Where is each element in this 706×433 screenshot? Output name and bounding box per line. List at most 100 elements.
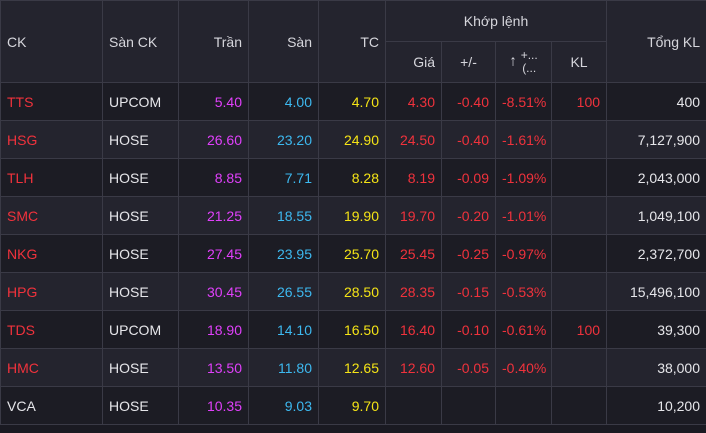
- ceiling-price-cell: 30.45: [178, 272, 249, 311]
- table-row[interactable]: VCA HOSE 10.35 9.03 9.70 10,200: [0, 386, 706, 425]
- table-row[interactable]: SMC HOSE 21.25 18.55 19.90 19.70 -0.20 -1.01% 1,…: [0, 196, 706, 235]
- total-volume-cell: 38,000: [606, 348, 706, 387]
- match-volume-cell: 100: [550, 82, 608, 121]
- exchange-cell: UPCOM: [102, 82, 179, 121]
- ref-price-cell: 8.28: [318, 158, 386, 197]
- header-ref[interactable]: TC: [318, 0, 386, 83]
- header-floor[interactable]: Sàn: [248, 0, 319, 83]
- exchange-cell: HOSE: [102, 348, 179, 387]
- floor-price-cell: 18.55: [248, 196, 319, 235]
- symbol-cell[interactable]: SMC: [0, 196, 103, 235]
- ref-price-cell: 19.90: [318, 196, 386, 235]
- exchange-cell: HOSE: [102, 120, 179, 159]
- header-ck[interactable]: CK: [0, 0, 103, 83]
- match-volume-cell: 100: [550, 310, 608, 349]
- ref-price-cell: 28.50: [318, 272, 386, 311]
- table-row[interactable]: TTS UPCOM 5.40 4.00 4.70 4.30 -0.40 -8.51% 100 40…: [0, 82, 706, 121]
- match-price-cell: 12.60: [385, 348, 442, 387]
- percent-change-cell: -0.61%: [495, 310, 552, 349]
- table-body: TTS UPCOM 5.40 4.00 4.70 4.30 -0.40 -8.51% 100 40…: [0, 82, 706, 425]
- symbol-cell[interactable]: HMC: [0, 348, 103, 387]
- percent-change-cell: -0.97%: [495, 234, 552, 273]
- header-ceiling[interactable]: Trần: [178, 0, 249, 83]
- match-volume-cell: [550, 196, 608, 235]
- symbol-cell[interactable]: TLH: [0, 158, 103, 197]
- match-volume-cell: [550, 272, 608, 311]
- arrow-up-icon: ↑: [509, 52, 517, 70]
- match-volume-cell: [550, 234, 608, 273]
- ref-price-cell: 9.70: [318, 386, 386, 425]
- header-exchange[interactable]: Sàn CK: [102, 0, 179, 83]
- percent-change-cell: -1.01%: [495, 196, 552, 235]
- symbol-cell[interactable]: HSG: [0, 120, 103, 159]
- table-row[interactable]: TDS UPCOM 18.90 14.10 16.50 16.40 -0.10 -0.61% 1…: [0, 310, 706, 349]
- table-row[interactable]: HSG HOSE 26.60 23.20 24.90 24.50 -0.40 -1.61% 7,…: [0, 120, 706, 159]
- total-volume-cell: 1,049,100: [606, 196, 706, 235]
- change-cell: -0.09: [441, 158, 496, 197]
- header-price[interactable]: Giá: [385, 41, 442, 83]
- match-volume-cell: [550, 386, 608, 425]
- percent-change-cell: -1.61%: [495, 120, 552, 159]
- ceiling-price-cell: 26.60: [178, 120, 249, 159]
- match-volume-cell: [550, 158, 608, 197]
- exchange-cell: HOSE: [102, 272, 179, 311]
- total-volume-cell: 2,372,700: [606, 234, 706, 273]
- match-volume-cell: [550, 348, 608, 387]
- total-volume-cell: 7,127,900: [606, 120, 706, 159]
- total-volume-cell: 10,200: [606, 386, 706, 425]
- floor-price-cell: 23.95: [248, 234, 319, 273]
- ceiling-price-cell: 10.35: [178, 386, 249, 425]
- table-row[interactable]: TLH HOSE 8.85 7.71 8.28 8.19 -0.09 -1.09% 2,043,…: [0, 158, 706, 197]
- exchange-cell: UPCOM: [102, 310, 179, 349]
- floor-price-cell: 9.03: [248, 386, 319, 425]
- header-total-volume[interactable]: Tổng KL: [606, 0, 706, 83]
- floor-price-cell: 4.00: [248, 82, 319, 121]
- ceiling-price-cell: 5.40: [178, 82, 249, 121]
- table-header: CK Sàn CK Trần Sàn TC Khớp lệnh Tổng KL …: [0, 0, 706, 83]
- total-volume-cell: 15,496,100: [606, 272, 706, 311]
- ceiling-price-cell: 18.90: [178, 310, 249, 349]
- header-change[interactable]: +/-: [441, 41, 496, 83]
- change-cell: -0.25: [441, 234, 496, 273]
- table-row[interactable]: HPG HOSE 30.45 26.55 28.50 28.35 -0.15 -0.53% 15…: [0, 272, 706, 311]
- percent-change-cell: [495, 386, 552, 425]
- table-row[interactable]: HMC HOSE 13.50 11.80 12.65 12.60 -0.05 -0.40% 38…: [0, 348, 706, 387]
- exchange-cell: HOSE: [102, 234, 179, 273]
- symbol-cell[interactable]: TDS: [0, 310, 103, 349]
- total-volume-cell: 39,300: [606, 310, 706, 349]
- floor-price-cell: 23.20: [248, 120, 319, 159]
- match-price-cell: 19.70: [385, 196, 442, 235]
- table-row[interactable]: NKG HOSE 27.45 23.95 25.70 25.45 -0.25 -0.97% 2,…: [0, 234, 706, 273]
- change-cell: -0.20: [441, 196, 496, 235]
- change-cell: -0.15: [441, 272, 496, 311]
- symbol-cell[interactable]: NKG: [0, 234, 103, 273]
- percent-change-cell: -8.51%: [495, 82, 552, 121]
- ceiling-price-cell: 27.45: [178, 234, 249, 273]
- change-cell: -0.10: [441, 310, 496, 349]
- header-match-group: Khớp lệnh: [384, 0, 608, 42]
- match-volume-cell: [550, 120, 608, 159]
- floor-price-cell: 26.55: [248, 272, 319, 311]
- match-price-cell: 16.40: [385, 310, 442, 349]
- exchange-cell: HOSE: [102, 158, 179, 197]
- ref-price-cell: 4.70: [318, 82, 386, 121]
- ceiling-price-cell: 8.85: [178, 158, 249, 197]
- symbol-cell[interactable]: TTS: [0, 82, 103, 121]
- ref-price-cell: 16.50: [318, 310, 386, 349]
- change-cell: -0.40: [441, 82, 496, 121]
- symbol-cell[interactable]: VCA: [0, 386, 103, 425]
- header-kl[interactable]: KL: [550, 41, 608, 83]
- header-percent-change[interactable]: ↑ +... (...: [495, 41, 552, 83]
- total-volume-cell: 400: [606, 82, 706, 121]
- ceiling-price-cell: 13.50: [178, 348, 249, 387]
- match-price-cell: [385, 386, 442, 425]
- header-percent-label: +... (...: [520, 48, 538, 75]
- ref-price-cell: 12.65: [318, 348, 386, 387]
- match-price-cell: 24.50: [385, 120, 442, 159]
- floor-price-cell: 7.71: [248, 158, 319, 197]
- floor-price-cell: 14.10: [248, 310, 319, 349]
- ref-price-cell: 24.90: [318, 120, 386, 159]
- symbol-cell[interactable]: HPG: [0, 272, 103, 311]
- total-volume-cell: 2,043,000: [606, 158, 706, 197]
- match-price-cell: 25.45: [385, 234, 442, 273]
